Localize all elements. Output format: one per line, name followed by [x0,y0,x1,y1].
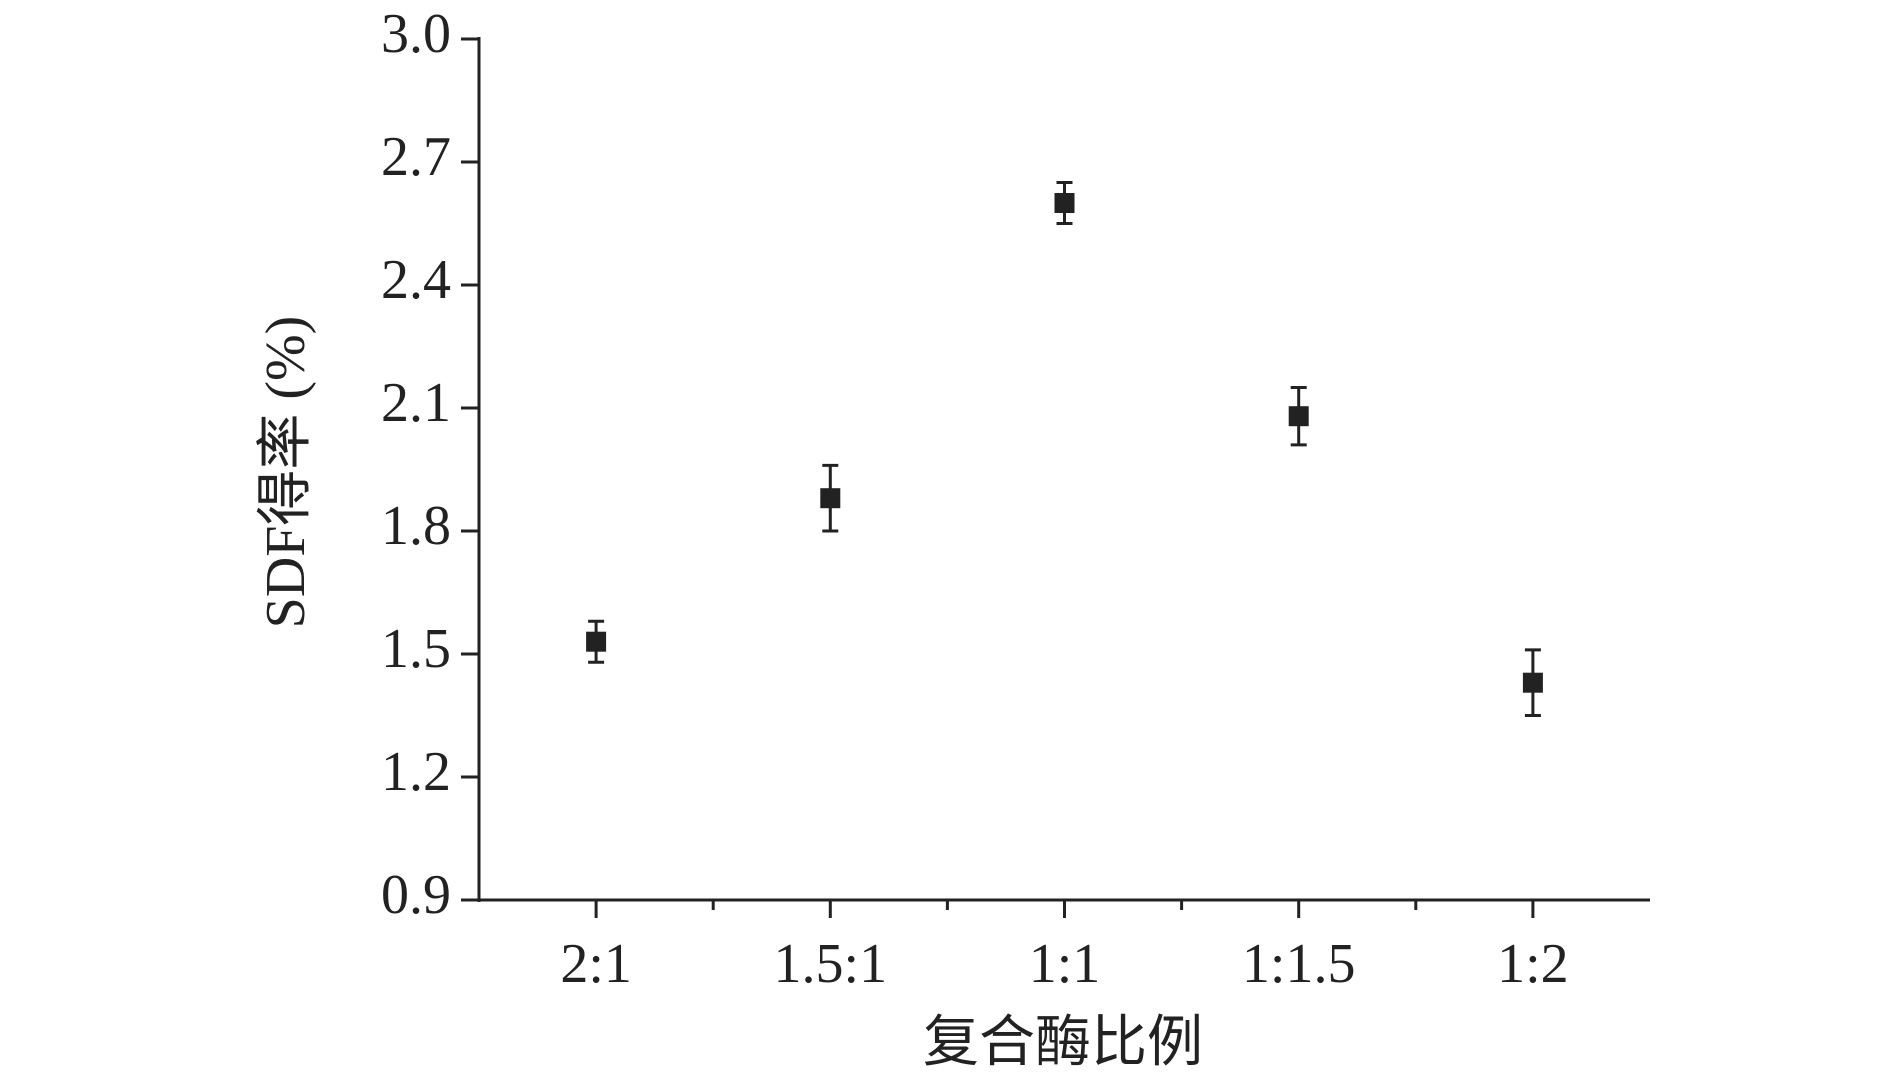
y-tick-label: 2.7 [381,126,451,188]
x-tick-label: 1:1 [1029,933,1101,995]
y-axis-title: SDF得率 (%) [255,316,317,629]
y-tick-label: 1.2 [381,741,451,803]
y-tick-label: 2.4 [381,249,451,311]
marker [1522,672,1543,693]
y-tick-label: 1.8 [381,495,451,557]
y-tick-label: 0.9 [381,864,451,926]
x-tick-label: 1:1.5 [1242,933,1356,995]
y-tick-label: 1.5 [381,618,451,680]
x-tick-label: 1.5:1 [774,933,888,995]
marker [1288,406,1309,427]
x-axis-title: 复合酶比例 [923,1012,1203,1074]
marker [820,488,841,509]
x-tick-label: 2:1 [560,933,632,995]
y-tick-label: 2.1 [381,372,451,434]
y-tick-label: 3.0 [381,3,451,65]
marker [1054,193,1075,213]
x-tick-label: 1:2 [1497,933,1569,995]
marker [586,631,607,652]
